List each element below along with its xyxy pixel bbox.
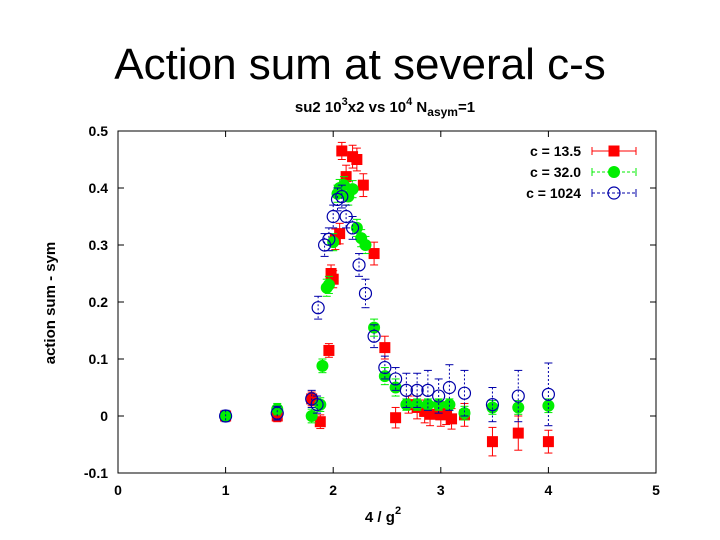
data-point (367, 329, 381, 343)
data-point (359, 239, 372, 251)
data-point (410, 383, 424, 397)
data-point (443, 398, 456, 411)
data-point (442, 380, 457, 395)
data-point (305, 410, 318, 422)
data-point (350, 221, 363, 234)
chart-title-part-b: x2 vs 10 (348, 99, 406, 116)
data-point (542, 436, 554, 448)
data-point (322, 232, 336, 246)
legend: c = 13.5 c = 32.0 c = 1024 (526, 143, 637, 201)
data-point (457, 386, 472, 400)
y-tick-label: -0.1 (84, 465, 108, 481)
data-point (310, 398, 324, 412)
data-point (219, 409, 233, 423)
x-tick-label: 0 (114, 482, 122, 498)
data-point (368, 248, 380, 260)
plot-area: 0 1 2 3 4 5 -0.1 0 0.1 0.2 0.3 0.4 0.5 c = 13.5 c = 32… (84, 123, 660, 498)
chart-title-part-d: =1 (458, 99, 475, 116)
x-tick-label: 1 (222, 482, 230, 498)
x-tick-label: 3 (437, 482, 445, 498)
y-tick-label: 0.4 (89, 180, 109, 196)
data-point (351, 154, 363, 165)
legend-label: c = 32.0 (530, 164, 581, 180)
data-point (424, 408, 436, 420)
x-axis-label-text: 4 / g (365, 509, 395, 526)
data-point (323, 344, 335, 356)
data-point (389, 372, 403, 386)
data-point (327, 273, 339, 285)
y-tick-label: 0.1 (89, 351, 109, 367)
y-tick-label: 0.3 (89, 237, 109, 253)
data-point (421, 398, 434, 411)
data-point (512, 427, 524, 439)
chart-title-part-a: su2 10 (295, 99, 342, 116)
data-point (336, 145, 348, 157)
slide-title: Action sum at several c-s (114, 40, 606, 89)
data-point (345, 221, 360, 235)
data-point (511, 389, 525, 403)
data-point (357, 179, 369, 191)
data-point (458, 407, 471, 420)
data-point (440, 407, 452, 419)
data-point (542, 399, 555, 412)
y-tick-label: 0.5 (89, 123, 109, 139)
legend-marker (608, 166, 620, 178)
data-point (352, 258, 366, 272)
data-point (446, 413, 458, 425)
data-point (270, 406, 284, 420)
legend-marker (608, 145, 620, 157)
data-point (327, 236, 340, 249)
data-point (325, 268, 337, 279)
legend-marker (607, 186, 621, 200)
data-point (541, 387, 556, 401)
x-tick-label: 5 (652, 482, 660, 498)
data-point (335, 189, 349, 204)
series-1 (220, 141, 554, 457)
data-point (411, 398, 424, 411)
chart-title-sub-c: asym (427, 105, 458, 119)
data-point (379, 342, 391, 354)
y-axis-label: action sum - sym (42, 242, 59, 365)
data-point (330, 192, 345, 206)
data-point (334, 228, 346, 240)
series-2 (219, 176, 555, 424)
data-point (314, 416, 326, 428)
x-axis-label: 4 / g2 (365, 505, 401, 526)
x-tick-label: 2 (329, 482, 337, 498)
data-point (346, 183, 359, 196)
legend-label: c = 1024 (526, 185, 581, 201)
y-tick-label: 0.2 (89, 294, 109, 310)
x-tick-label: 4 (545, 482, 553, 498)
y-tick-label: 0 (100, 408, 108, 424)
data-point (486, 436, 498, 448)
data-point (316, 359, 329, 372)
chart-title-sup-b: 4 (406, 96, 413, 108)
legend-label: c = 13.5 (530, 143, 581, 159)
data-point (326, 209, 340, 224)
data-point (390, 412, 402, 424)
chart-title-part-c: N (412, 99, 427, 116)
data-point (485, 398, 500, 412)
data-point (311, 301, 325, 315)
chart-title-sup-a: 3 (342, 96, 348, 108)
x-axis-label-sup: 2 (395, 505, 401, 517)
data-point (322, 278, 335, 291)
data-point (358, 286, 373, 301)
data-point (314, 398, 327, 411)
data-point (378, 360, 392, 375)
series-3 (219, 184, 556, 427)
data-point (400, 398, 413, 411)
data-point (432, 389, 446, 403)
data-point (399, 383, 413, 397)
data-point (421, 383, 435, 397)
chart-title: su2 103x2 vs 104 Nasym=1 (295, 96, 475, 119)
plot-frame (117, 130, 657, 474)
